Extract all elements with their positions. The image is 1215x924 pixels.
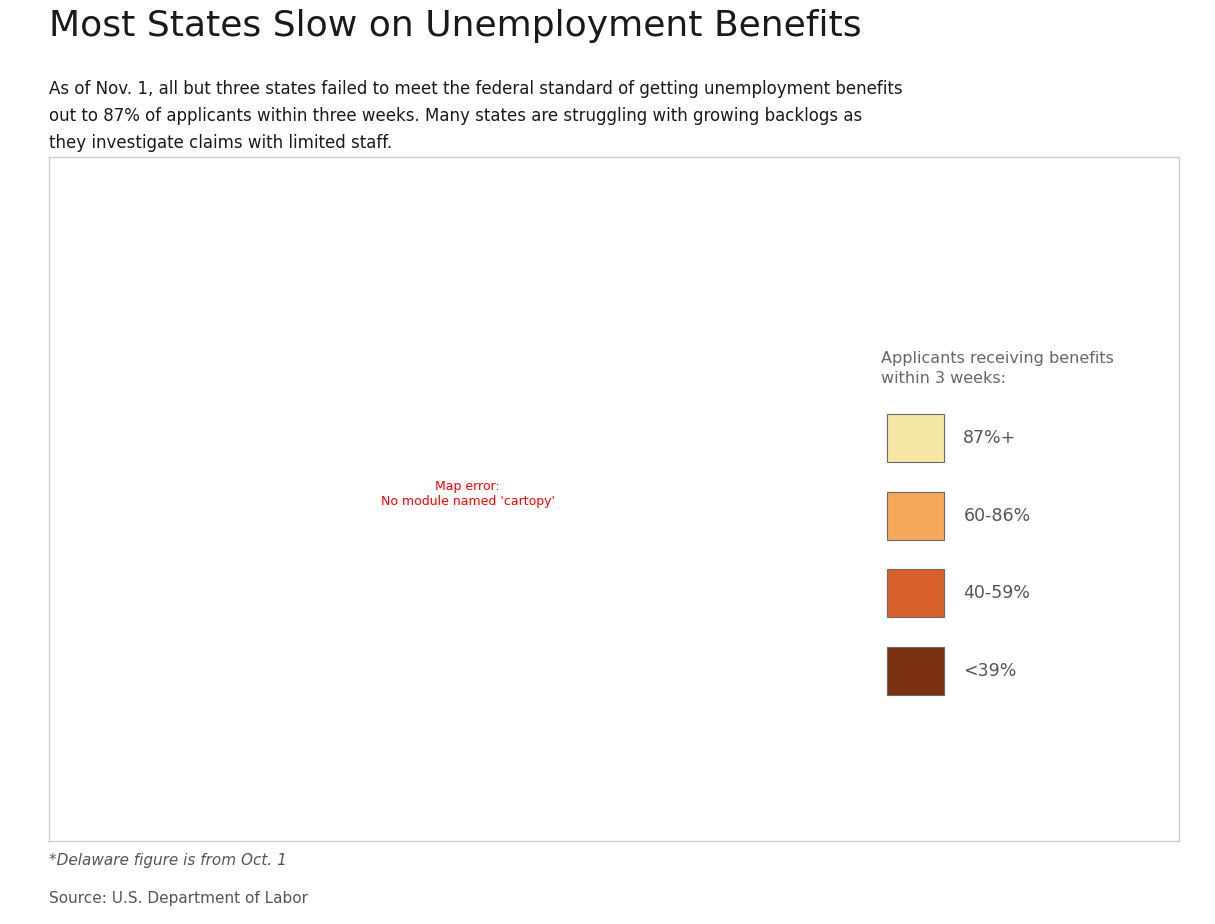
FancyBboxPatch shape [887, 647, 944, 695]
Text: <39%: <39% [963, 662, 1017, 680]
FancyBboxPatch shape [887, 492, 944, 540]
Text: Source: U.S. Department of Labor: Source: U.S. Department of Labor [49, 891, 307, 906]
Text: As of Nov. 1, all but three states failed to meet the federal standard of gettin: As of Nov. 1, all but three states faile… [49, 80, 903, 152]
Text: 87%+: 87%+ [963, 429, 1017, 447]
Text: *Delaware figure is from Oct. 1: *Delaware figure is from Oct. 1 [49, 854, 287, 869]
Text: 60-86%: 60-86% [963, 506, 1030, 525]
Text: Most States Slow on Unemployment Benefits: Most States Slow on Unemployment Benefit… [49, 9, 861, 43]
FancyBboxPatch shape [887, 414, 944, 462]
FancyBboxPatch shape [887, 569, 944, 617]
Text: 40-59%: 40-59% [963, 584, 1030, 602]
Text: Map error:
No module named 'cartopy': Map error: No module named 'cartopy' [380, 480, 555, 508]
Text: Applicants receiving benefits
within 3 weeks:: Applicants receiving benefits within 3 w… [881, 351, 1114, 386]
